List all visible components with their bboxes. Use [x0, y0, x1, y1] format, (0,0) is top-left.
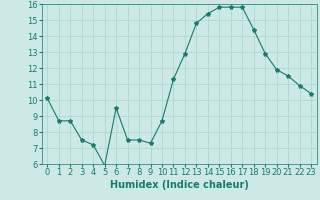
X-axis label: Humidex (Indice chaleur): Humidex (Indice chaleur) — [110, 180, 249, 190]
